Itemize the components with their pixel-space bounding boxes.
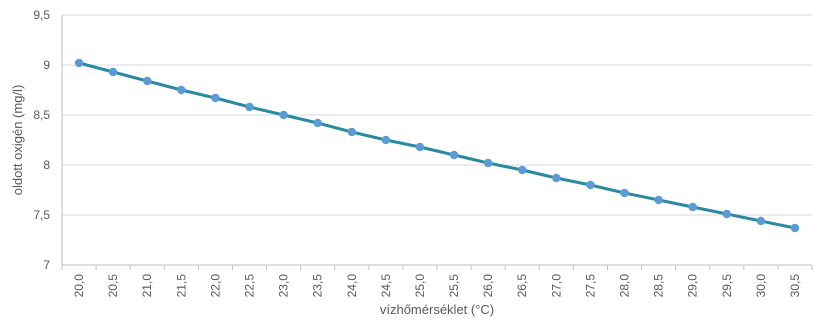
x-tick-label: 23,0 bbox=[277, 274, 291, 298]
data-point bbox=[381, 135, 391, 145]
series-line bbox=[78, 61, 796, 230]
x-tick-label: 20,0 bbox=[72, 274, 86, 298]
y-tick-label: 9 bbox=[43, 58, 50, 72]
x-tick-label: 21,5 bbox=[174, 274, 188, 298]
x-tick-label: 27,0 bbox=[549, 274, 563, 298]
data-point bbox=[279, 110, 288, 120]
x-tick-label: 25,5 bbox=[447, 274, 461, 298]
x-axis-title: vízhőmérséklet (°C) bbox=[380, 302, 494, 317]
y-tick-label: 8,5 bbox=[33, 108, 50, 122]
x-tick-label: 30,5 bbox=[788, 274, 802, 298]
data-point bbox=[483, 158, 493, 168]
x-tick-label: 30,0 bbox=[754, 274, 768, 298]
y-tick-label: 9,5 bbox=[33, 8, 50, 22]
data-point bbox=[449, 150, 459, 160]
data-point bbox=[756, 216, 766, 226]
data-point bbox=[177, 85, 186, 95]
data-point bbox=[552, 173, 561, 183]
y-axis-ticks: 7 7,5 8 8,5 9 9,5 bbox=[33, 8, 50, 272]
data-point bbox=[74, 58, 84, 68]
data-point bbox=[586, 180, 595, 190]
data-point bbox=[245, 102, 254, 112]
data-point bbox=[313, 118, 322, 128]
data-point bbox=[688, 202, 697, 212]
x-tick-label: 23,5 bbox=[311, 274, 325, 298]
x-tick-label: 27,5 bbox=[583, 274, 597, 298]
x-tick-label: 22,5 bbox=[243, 274, 257, 298]
x-tick-label: 26,5 bbox=[515, 274, 529, 298]
data-point bbox=[790, 223, 800, 233]
y-axis-title: oldott oxigén (mg/l) bbox=[10, 85, 25, 196]
data-point bbox=[654, 195, 663, 205]
x-tick-label: 24,5 bbox=[379, 274, 393, 298]
x-tick-label: 21,0 bbox=[140, 274, 154, 298]
x-tick-label: 28,5 bbox=[652, 274, 666, 298]
x-tick-label: 28,0 bbox=[618, 274, 632, 298]
x-tick-label: 22,0 bbox=[208, 274, 222, 298]
data-point bbox=[347, 127, 356, 137]
x-tick-label: 26,0 bbox=[481, 274, 495, 298]
y-tick-label: 7,5 bbox=[33, 208, 50, 222]
data-point bbox=[415, 142, 425, 152]
data-point bbox=[108, 67, 118, 77]
x-tick-label: 24,0 bbox=[345, 274, 359, 298]
x-tick-label: 29,0 bbox=[686, 274, 700, 298]
data-point bbox=[211, 93, 220, 103]
data-point bbox=[143, 76, 152, 86]
data-point bbox=[518, 165, 527, 175]
y-tick-label: 7 bbox=[43, 258, 50, 272]
x-axis-ticks: 20,0 20,5 21,0 21,5 22,0 22,5 23,0 23,5 24,0 24,5… bbox=[61, 265, 813, 298]
y-tick-label: 8 bbox=[43, 158, 50, 172]
x-tick-label: 20,5 bbox=[106, 274, 120, 298]
data-point bbox=[722, 209, 731, 219]
series-group bbox=[74, 58, 800, 233]
x-tick-label: 25,0 bbox=[413, 274, 427, 298]
gridlines bbox=[62, 14, 812, 216]
x-tick-label: 29,5 bbox=[720, 274, 734, 298]
data-point bbox=[620, 188, 629, 198]
